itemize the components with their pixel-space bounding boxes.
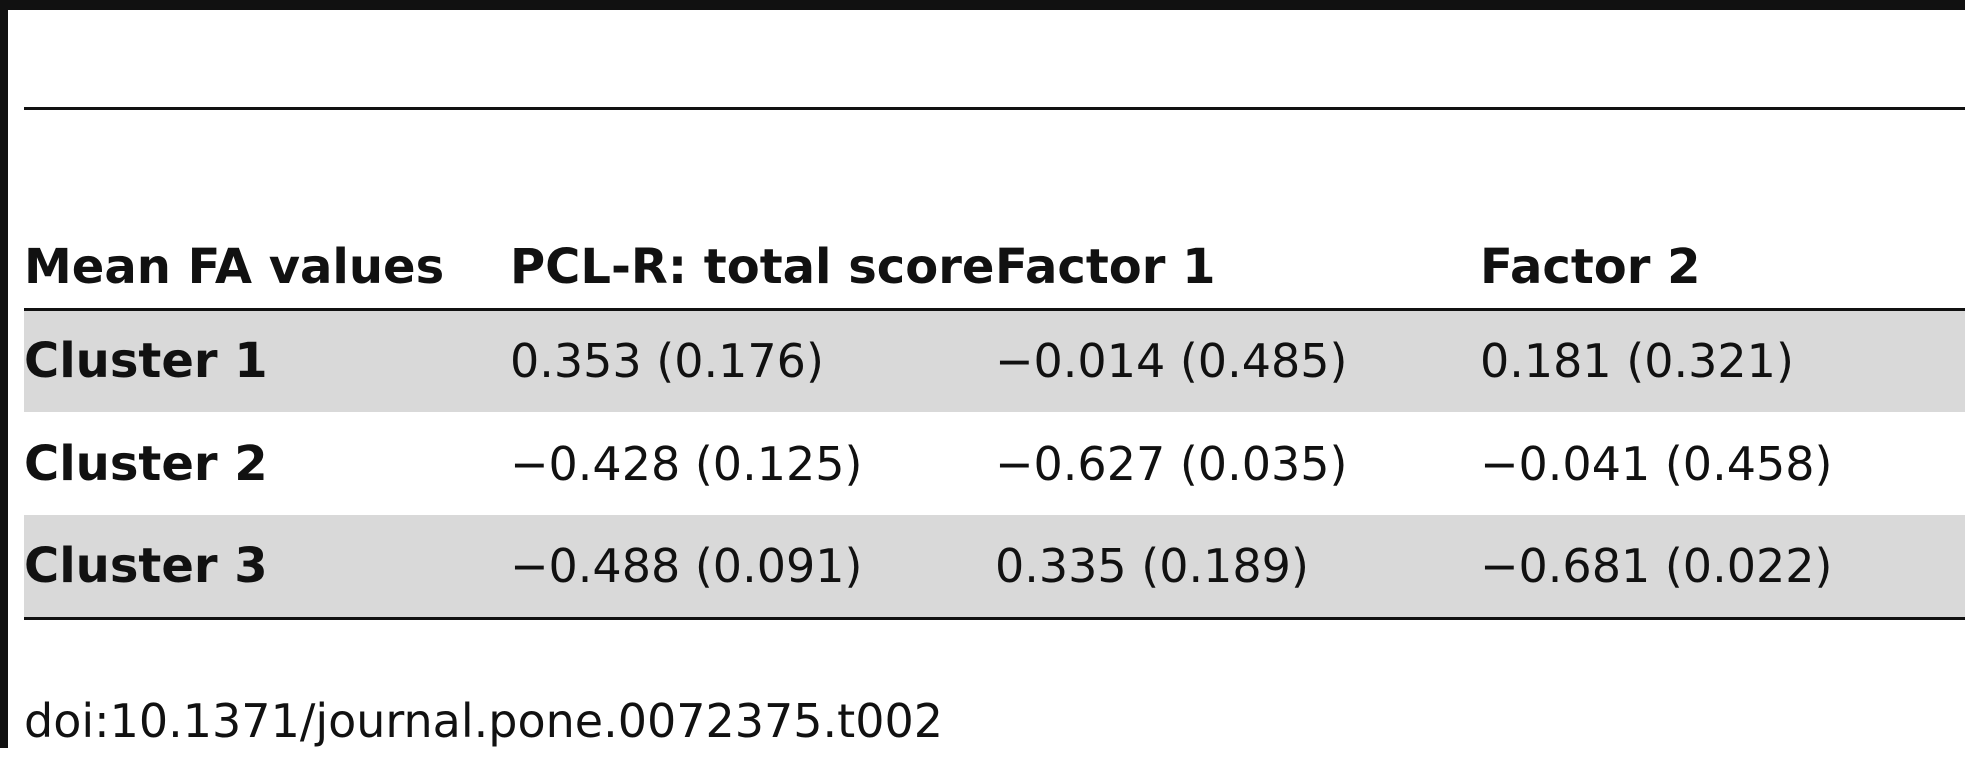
table-cell: −0.428 (0.125)	[510, 436, 863, 491]
row-label-cluster-3: Cluster 3	[24, 515, 510, 620]
table-cell: 0.353 (0.176)	[510, 309, 995, 412]
table-row: Cluster 1 0.353 (0.176) −0.014 (0.485) 0…	[24, 309, 1965, 412]
table-cell: −0.014 (0.485)	[995, 309, 1480, 412]
row-label-cluster-1: Cluster 1	[24, 309, 510, 412]
results-table-container: Mean FA values PCL-R: total score Factor…	[24, 110, 1965, 620]
table-cell: −0.681 (0.022)	[1480, 515, 1965, 620]
left-border-rule	[0, 0, 8, 748]
results-table: Mean FA values PCL-R: total score Factor…	[24, 110, 1965, 620]
column-header-factor-1: Factor 1	[995, 110, 1480, 311]
table-cell: −0.488 (0.091)	[510, 515, 995, 620]
column-header-mean-fa: Mean FA values	[24, 110, 510, 311]
table-cell: −0.041 (0.458)	[1480, 436, 1833, 491]
top-border-rule	[0, 0, 1965, 10]
column-header-pclr-total: PCL-R: total score	[510, 110, 995, 311]
header-top-rule	[24, 107, 1965, 110]
table-cell: 0.335 (0.189)	[995, 515, 1480, 620]
table-cell: −0.627 (0.035)	[995, 436, 1348, 491]
table-row: Cluster 3 −0.488 (0.091) 0.335 (0.189) −…	[24, 515, 1965, 620]
doi-citation: doi:10.1371/journal.pone.0072375.t002	[24, 694, 944, 748]
table-cell: 0.181 (0.321)	[1480, 309, 1965, 412]
row-label-cluster-2: Cluster 2	[24, 435, 268, 492]
column-header-factor-2: Factor 2	[1480, 110, 1965, 311]
table-header-row: Mean FA values PCL-R: total score Factor…	[24, 110, 1965, 311]
table-row: Cluster 2 −0.428 (0.125) −0.627 (0.035) …	[24, 412, 1965, 515]
